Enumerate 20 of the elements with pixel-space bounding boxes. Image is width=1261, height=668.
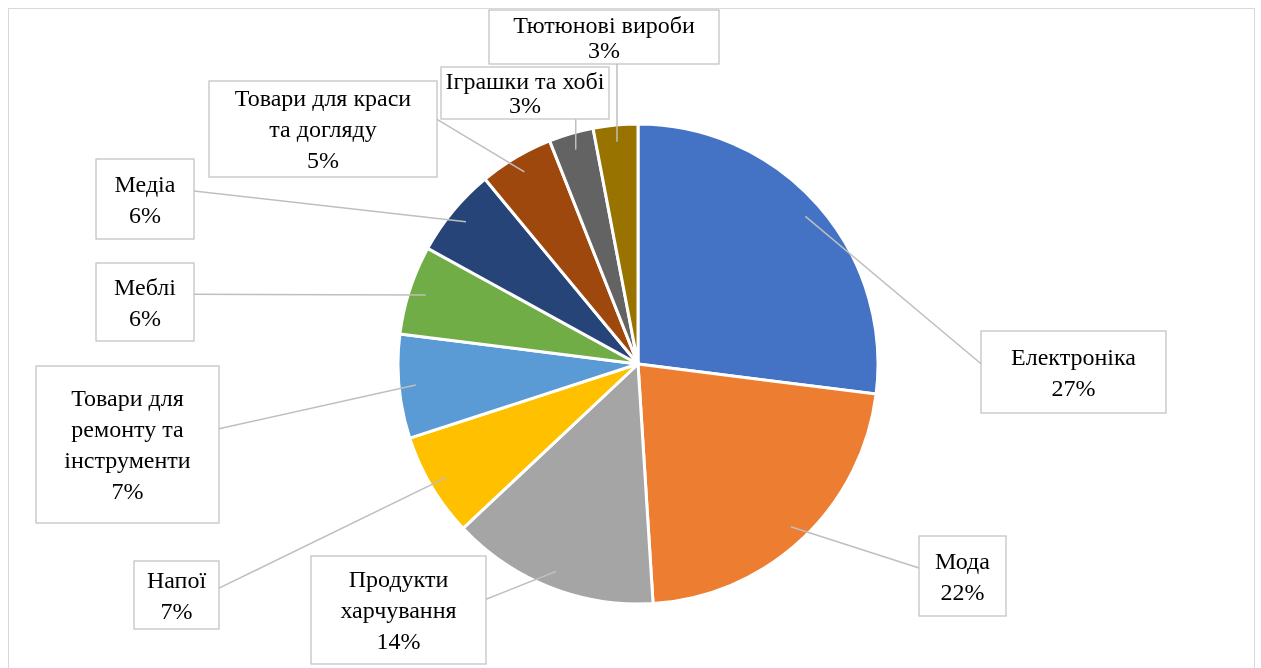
slice-label: Медіа	[114, 170, 176, 197]
data-label: 3%	[509, 92, 541, 118]
data-label: 7%	[111, 478, 144, 504]
data-label: 14%	[376, 628, 421, 654]
data-label: 6%	[129, 201, 161, 228]
data-label: 3%	[588, 36, 620, 63]
slice-label: Меблі	[114, 273, 177, 300]
data-label: 27%	[1051, 374, 1096, 401]
data-label: 7%	[160, 597, 193, 624]
slice-label: Товари для краси та догляду	[234, 85, 412, 142]
data-label: 5%	[307, 146, 339, 173]
data-label: 22%	[940, 578, 985, 605]
slice-label: Іграшки та хобі	[445, 68, 605, 94]
slice-label: Електроніка	[1011, 343, 1137, 370]
slice-label: Тютюнові вироби	[513, 11, 695, 38]
slice-label: Мода	[935, 547, 991, 574]
data-label: 6%	[129, 304, 161, 331]
slice-label: Продукти харчування	[340, 566, 457, 623]
slice-label: Товари для ремонту та інструменти	[64, 385, 191, 473]
slice-label: Напої	[146, 566, 207, 593]
